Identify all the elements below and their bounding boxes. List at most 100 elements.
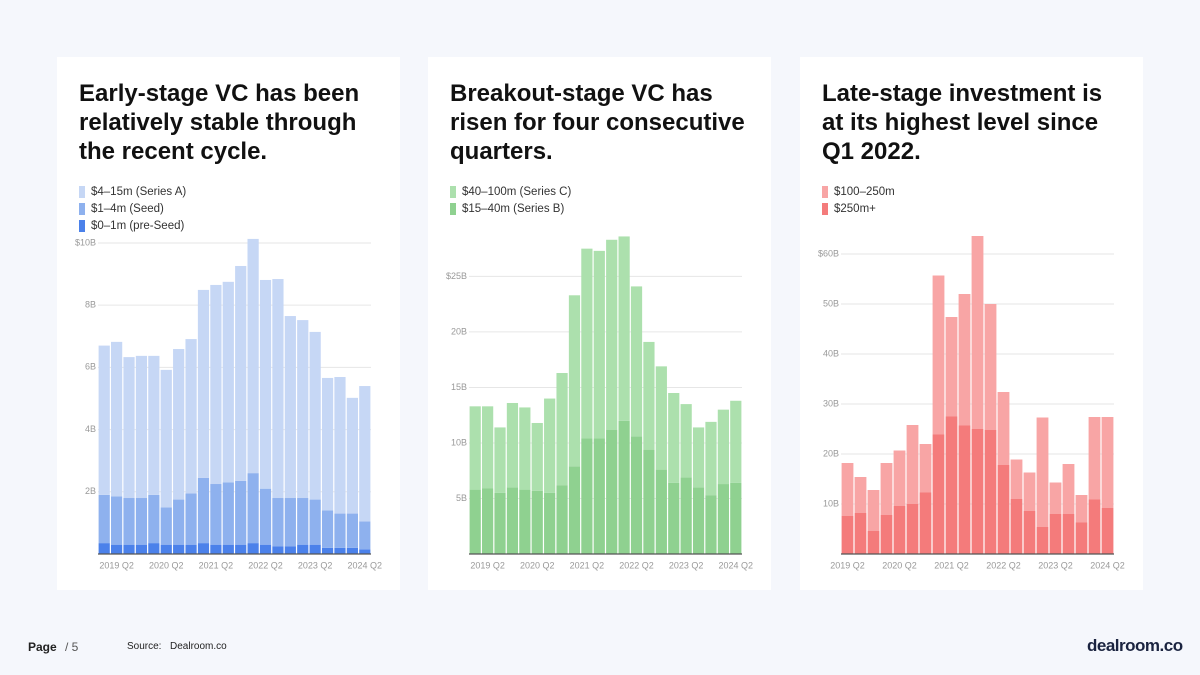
bar-segment: [1049, 482, 1062, 514]
bar-segment: [867, 531, 880, 554]
page-label: Page: [28, 640, 57, 654]
bar-segment: [123, 544, 135, 554]
bar-segment: [606, 429, 618, 554]
bar-segment: [346, 547, 358, 554]
bar-segment: [643, 449, 655, 554]
bar-segment: [1049, 514, 1062, 554]
bar-segment: [284, 316, 296, 499]
bar-segment: [556, 485, 568, 554]
y-tick-label: 20B: [823, 448, 839, 458]
chart-title: Early-stage VC has been relatively stabl…: [79, 80, 360, 165]
source: Dealroom.co: [170, 641, 227, 652]
legend-label: $40–100m (Series C): [462, 185, 572, 198]
chart: $60B 50B 40B 30B 20B 10B 2019 Q2 2020 Q2 2021 Q2…: [818, 236, 1125, 570]
bar-segment: [841, 463, 854, 516]
bar-segment: [494, 427, 506, 493]
bar-segment: [297, 498, 309, 545]
bar-segment: [173, 544, 185, 554]
bar-segment: [148, 494, 160, 544]
legend-item: $4–15m (Series A): [79, 183, 186, 200]
panel: Early-stage VC has been relatively stabl…: [57, 57, 400, 590]
bar-segment: [717, 484, 729, 554]
bar-segment: [544, 492, 556, 554]
bar-segment: [655, 366, 667, 470]
bar-segment: [556, 373, 568, 486]
bar-segment: [247, 238, 259, 474]
bar-segment: [469, 489, 481, 554]
bar-segment: [334, 513, 346, 548]
x-tick-label: 2019 Q2: [99, 560, 134, 570]
bar-segment: [359, 521, 371, 550]
bar-segment: [680, 477, 692, 554]
bar-segment: [1036, 527, 1049, 554]
chart: $10B 8B 6B 4B 2B 2019 Q2 2020 Q2 2021 Q2 2022 Q2…: [75, 237, 382, 570]
bar-segment: [359, 549, 371, 554]
legend-label: $4–15m (Series A): [91, 185, 187, 198]
bar-segment: [346, 513, 358, 548]
bar-segment: [945, 416, 958, 554]
bar-segment: [259, 544, 272, 554]
legend-label: $250m+: [834, 202, 876, 215]
bar-segment: [98, 543, 110, 554]
bar-segment: [945, 317, 958, 417]
bar-segment: [919, 444, 932, 493]
legend-label: $1–4m (Seed): [91, 202, 164, 215]
bar-segment: [971, 236, 984, 429]
bar-segment: [359, 386, 371, 522]
y-tick-label: 30B: [823, 398, 839, 408]
legend: $4–15m (Series A) $1–4m (Seed) $0–1m (pre-…: [79, 183, 186, 234]
bar-segment: [581, 248, 593, 439]
bar-segment: [222, 482, 234, 545]
y-tick-label: 20B: [451, 326, 467, 336]
legend-swatch: [450, 202, 456, 215]
bar-segment: [893, 506, 906, 554]
y-tick-label: 8B: [85, 300, 96, 310]
bar-segment: [272, 498, 284, 547]
y-tick-label: 4B: [85, 424, 96, 434]
bar-segment: [222, 544, 234, 554]
bar-segment: [235, 265, 247, 481]
x-tick-label: 2021 Q2: [199, 560, 234, 570]
bar-segment: [111, 496, 123, 545]
bar-segment: [173, 499, 185, 545]
bar-segment: [297, 544, 309, 554]
x-tick-label: 2019 Q2: [830, 560, 865, 570]
bar-segment: [893, 450, 906, 506]
bar-segment: [519, 407, 531, 490]
bar-segment: [1010, 459, 1023, 499]
x-tick-label: 2020 Q2: [520, 560, 555, 570]
bar-segment: [997, 392, 1010, 465]
bar-segment: [705, 495, 717, 554]
bar-segment: [531, 490, 543, 554]
bar-segment: [958, 425, 971, 554]
bar-segment: [334, 547, 346, 554]
bar-segment: [506, 402, 519, 488]
legend: $40–100m (Series C) $15–40m (Series B): [450, 183, 571, 217]
bar-segment: [668, 482, 680, 554]
x-tick-label: 2023 Q2: [669, 560, 704, 570]
source-label: Source:: [127, 641, 162, 652]
y-tick-label: 6B: [85, 362, 96, 372]
bar-segment: [730, 400, 742, 483]
y-tick-label: 40B: [823, 348, 839, 358]
legend-swatch: [79, 185, 85, 198]
bar-segment: [1010, 499, 1023, 554]
bar-segment: [630, 286, 643, 437]
bar-segment: [919, 492, 932, 554]
bar-segment: [841, 516, 854, 554]
bar-segment: [593, 438, 605, 554]
bar-segment: [173, 349, 185, 500]
bar-segment: [568, 295, 581, 467]
bar-segment: [618, 420, 630, 554]
y-tick-label: 50B: [823, 298, 839, 308]
bar-segment: [197, 289, 210, 478]
bar-segment: [222, 281, 234, 483]
bar-segment: [643, 341, 655, 450]
legend-item: $0–1m (pre-Seed): [79, 217, 186, 234]
legend-swatch: [450, 185, 456, 198]
bar-segment: [854, 477, 867, 513]
x-tick-label: 2024 Q2: [1090, 560, 1125, 570]
y-tick-label: 15B: [451, 382, 467, 392]
bar-segment: [469, 406, 481, 490]
legend-item: $100–250m: [822, 183, 895, 200]
